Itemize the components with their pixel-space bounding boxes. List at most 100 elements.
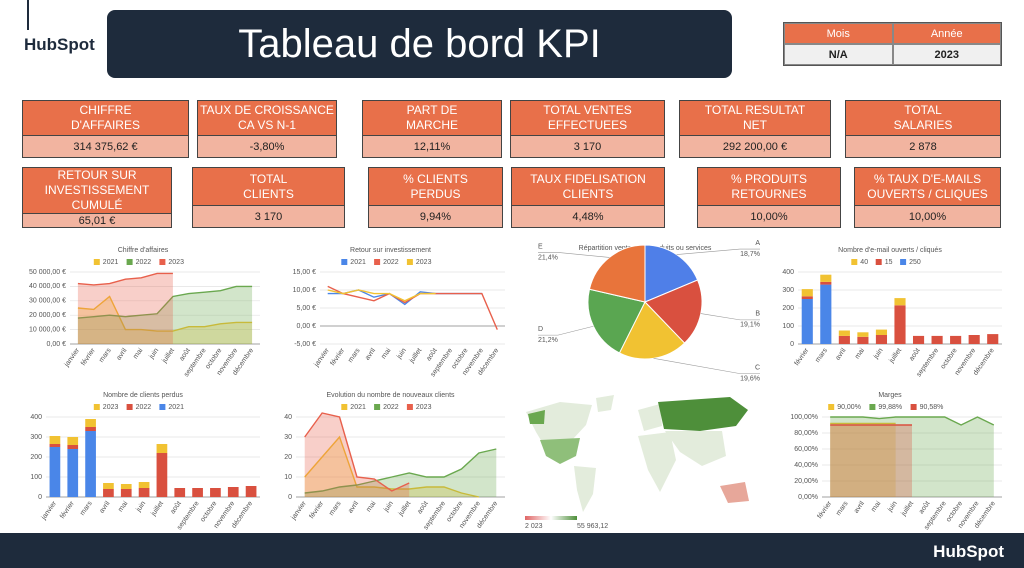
legend-label: 2023 [416, 259, 432, 266]
pie-slice [588, 244, 646, 303]
chart-title: Nombre d'e-mail ouverts / cliqués [838, 247, 942, 254]
line [327, 285, 498, 330]
filter-value[interactable]: N/A [784, 44, 893, 65]
bar-segment [857, 336, 869, 344]
y-tick-label: 0,00 € [47, 341, 67, 348]
kpi-value: 9,94% [369, 205, 502, 227]
legend-swatch [93, 259, 100, 265]
pie-value-label: 18,7% [740, 251, 760, 258]
x-tick-label: janvier [313, 347, 332, 369]
bar-segment [931, 335, 943, 344]
chart-title: Nombre de clients perdus [103, 392, 183, 399]
bar-segment [49, 447, 61, 497]
bar-segment [67, 449, 79, 497]
x-tick-label: juin [395, 347, 408, 361]
x-tick-label: avril [98, 500, 111, 515]
y-tick-label: 100,00% [790, 414, 818, 421]
x-tick-label: mars [98, 347, 113, 364]
scale-min: 2 023 [525, 523, 543, 530]
kpi-card: TOTAL SALARIES 2 878 [845, 100, 1001, 158]
kpi-value: 10,00% [855, 205, 1000, 227]
area [77, 286, 253, 344]
legend-swatch [869, 404, 876, 410]
legend-label: 2021 [103, 259, 119, 266]
area [830, 417, 994, 497]
kpi-card: % PRODUITS RETOURNES 10,00% [697, 167, 841, 228]
bar-segment [192, 488, 203, 497]
x-tick-label: janvier [63, 347, 82, 369]
legend-swatch [341, 259, 348, 265]
y-tick-label: 5,00 € [297, 305, 317, 312]
x-tick-label: mai [365, 500, 377, 514]
bar-segment [838, 335, 850, 344]
bar-segment [227, 487, 239, 497]
continent [638, 404, 662, 431]
kpi-value: 3 170 [193, 205, 344, 227]
x-tick-label: avril [364, 347, 377, 362]
country [720, 482, 749, 503]
continent [638, 432, 676, 492]
kpi-label: TAUX DE CROISSANCE CA VS N-1 [198, 101, 336, 135]
bar-segment [85, 419, 96, 427]
kpi-value: 2 878 [846, 135, 1000, 157]
x-tick-label: mai [380, 347, 392, 361]
y-tick-label: 0 [288, 494, 292, 501]
title: Tableau de bord KPI [107, 10, 732, 78]
x-tick-label: mars [79, 500, 94, 517]
pie-slice [644, 244, 699, 303]
bar-segment [120, 484, 132, 489]
kpi-card: TOTAL VENTES EFFECTUEES 3 170 [510, 100, 665, 158]
legend-label: 15 [885, 259, 893, 266]
kpi-card: TAUX FIDELISATION CLIENTS 4,48% [511, 167, 665, 228]
x-tick-label: juin [135, 500, 148, 514]
area [304, 437, 479, 497]
bar-segment [103, 483, 114, 489]
logo: HubSpot [933, 542, 1004, 561]
y-tick-label: -5,00 € [294, 341, 316, 348]
x-tick-label: mai [870, 500, 882, 514]
x-tick-label: mars [814, 347, 829, 364]
legend-label: 2022 [383, 404, 399, 411]
filter-header: Année [892, 23, 1001, 44]
filter-value[interactable]: 2023 [892, 44, 1001, 65]
kpi-card: PART DE MARCHE 12,11% [362, 100, 502, 158]
continent [574, 466, 596, 512]
y-tick-label: 300 [782, 287, 794, 294]
world-map [526, 395, 749, 512]
kpi-label: RETOUR SUR INVESTISSEMENT CUMULÉ [23, 168, 171, 213]
bar-segment [875, 335, 888, 344]
x-tick-label: juillet [161, 347, 176, 365]
y-tick-label: 400 [782, 269, 794, 276]
x-tick-label: février [59, 500, 76, 520]
legend-swatch [374, 259, 381, 265]
area [304, 449, 497, 497]
x-tick-label: février [308, 500, 325, 520]
leader-line [653, 358, 760, 374]
line [77, 285, 253, 319]
bar-segment [894, 298, 906, 306]
area [304, 413, 410, 497]
bar-segment [875, 329, 888, 335]
x-tick-label: juillet [397, 500, 412, 518]
y-tick-label: 100 [30, 474, 42, 481]
kpi-value: 12,11% [363, 135, 501, 157]
x-tick-label: février [329, 347, 346, 367]
bar-segment [801, 296, 813, 299]
y-tick-label: 15,00 € [293, 269, 316, 276]
bar-segment [801, 299, 813, 344]
y-tick-label: 60,00% [794, 446, 818, 453]
kpi-card: TAUX DE CROISSANCE CA VS N-1 -3,80% [197, 100, 337, 158]
y-tick-label: 400 [30, 414, 42, 421]
x-tick-label: février [80, 347, 97, 367]
pie-category: B [755, 311, 760, 318]
x-tick-label: juin [872, 347, 885, 361]
y-tick-label: 20 [284, 454, 292, 461]
kpi-label: TOTAL VENTES EFFECTUEES [511, 101, 664, 135]
y-tick-label: 200 [782, 305, 794, 312]
legend-label: 40 [860, 259, 868, 266]
y-tick-label: 30 [284, 434, 292, 441]
chart-title: Chiffre d'affaires [118, 247, 169, 254]
legend-swatch [406, 259, 413, 265]
line [327, 289, 436, 302]
